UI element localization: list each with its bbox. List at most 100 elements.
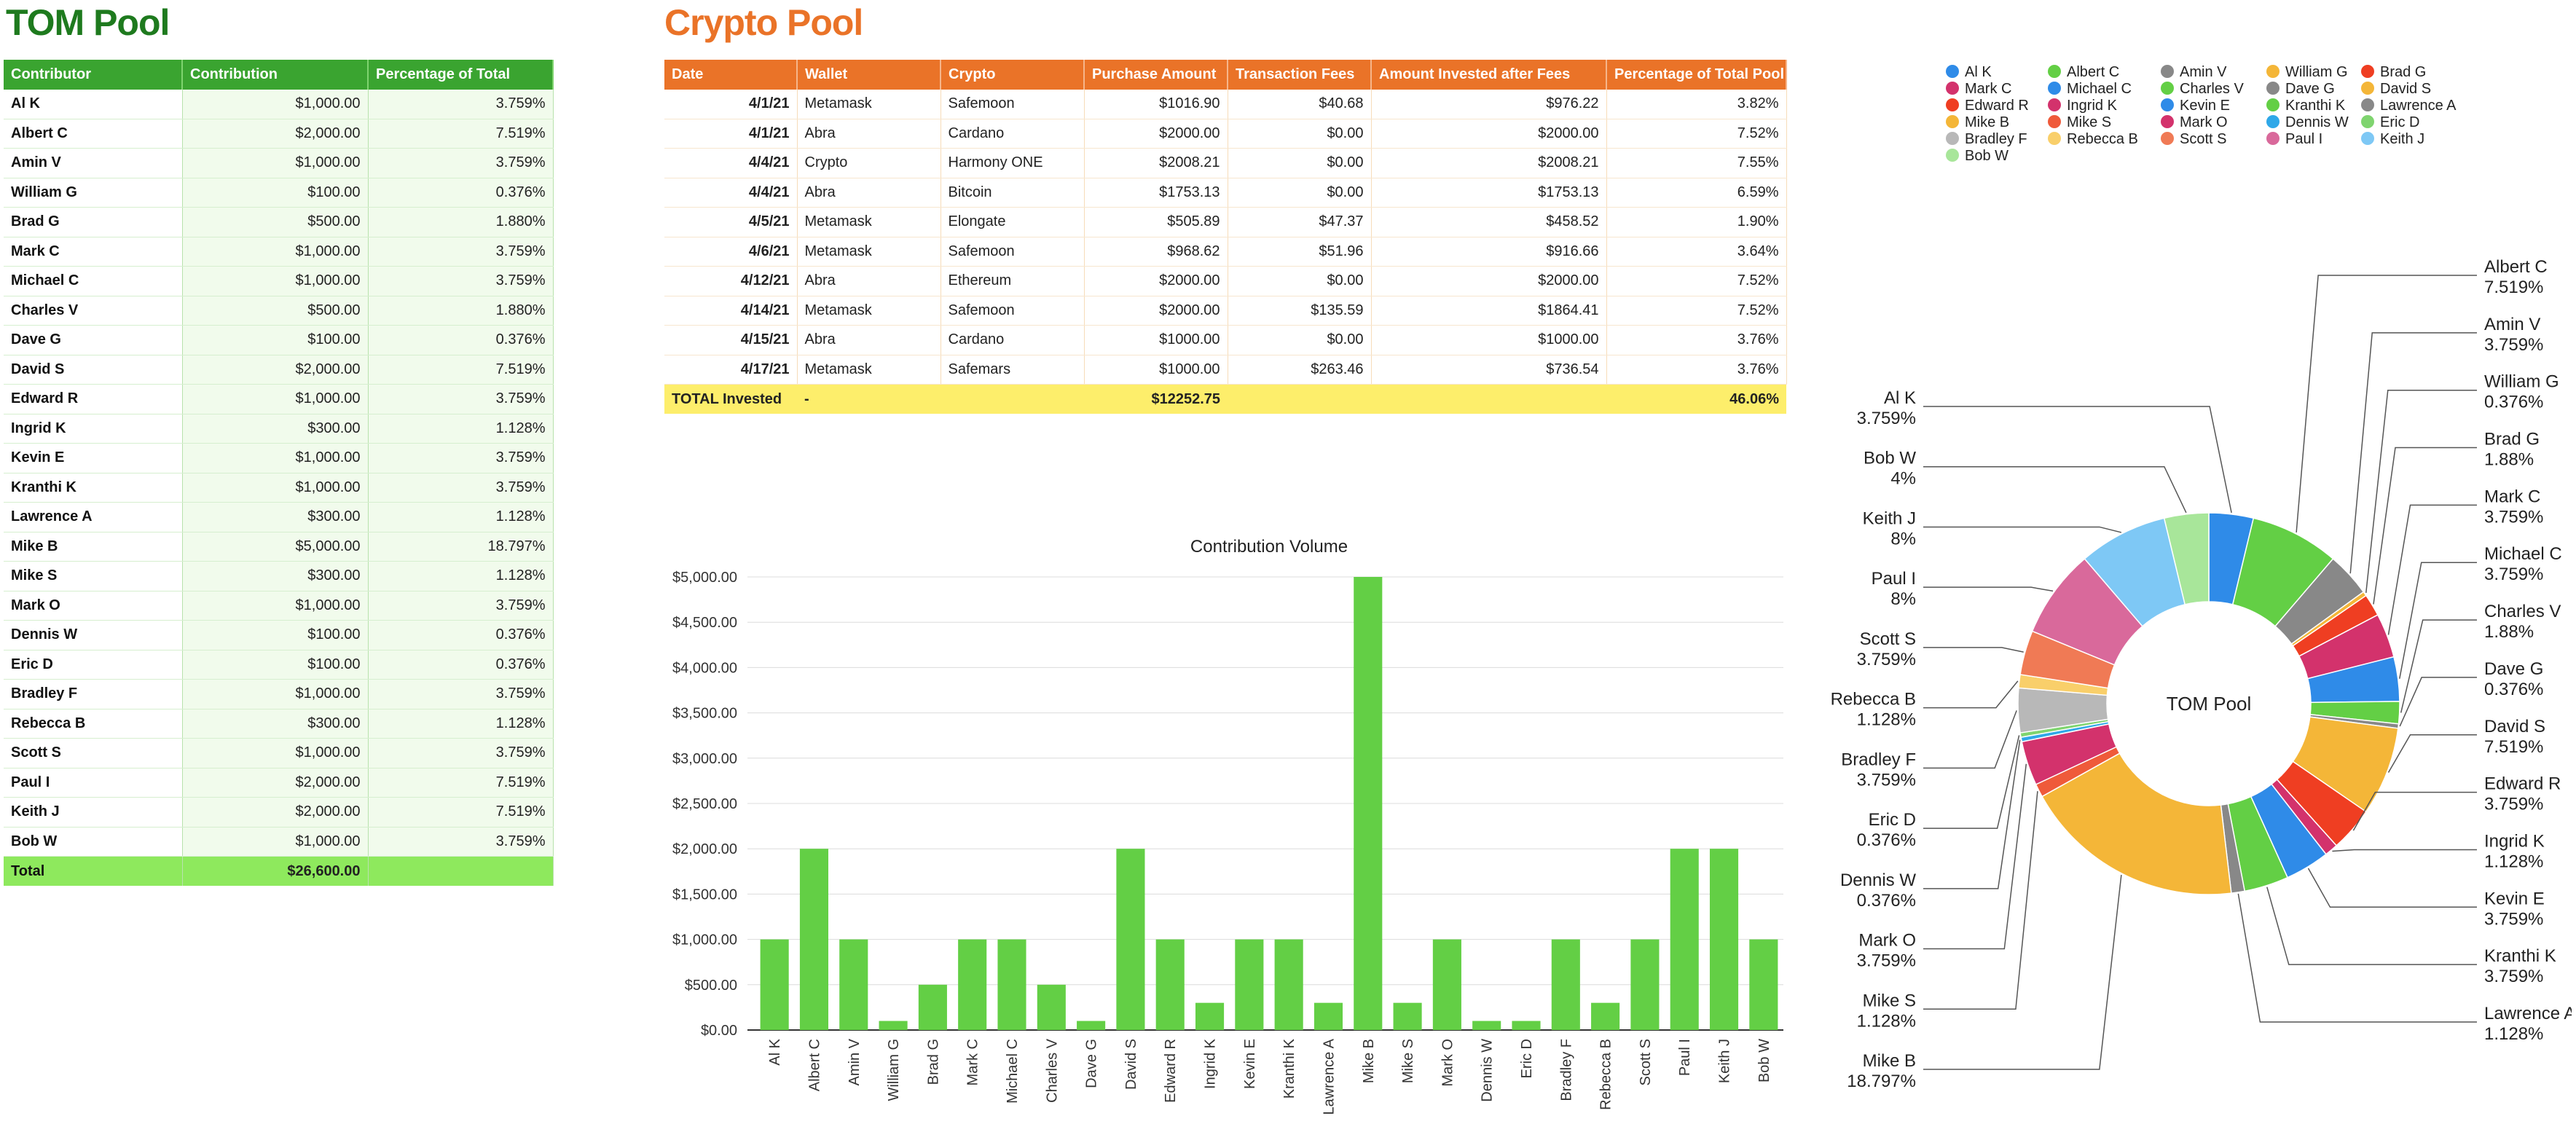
contribution-cell: $2,000.00	[182, 355, 369, 385]
purchase-amount-cell: $2000.00	[1084, 119, 1228, 149]
crypto-table-row: 4/14/21 Metamask Safemoon $2000.00 $135.59 $1…	[664, 296, 1787, 326]
bar	[879, 1021, 908, 1030]
legend-swatch	[2266, 132, 2279, 145]
callout-value: 1.88%	[2484, 622, 2534, 642]
contributor-cell: Mike S	[4, 561, 183, 591]
bar	[1077, 1021, 1106, 1030]
date-cell: 4/17/21	[664, 355, 798, 385]
donut-center-title: TOM Pool	[2167, 693, 2252, 715]
tom-header-cell: Contribution	[182, 60, 369, 90]
tom-table-row: Lawrence A $300.00 1.128%	[4, 502, 554, 532]
legend-swatch	[1946, 132, 1959, 145]
transaction-fees-cell: $0.00	[1228, 148, 1372, 178]
percentage-cell: 1.128%	[368, 561, 554, 591]
bar	[1670, 849, 1699, 1030]
crypto-table-row: 4/17/21 Metamask Safemars $1000.00 $263.46 $7…	[664, 355, 1787, 385]
bar-chart-title: Contribution Volume	[1190, 537, 1348, 557]
tom-pool-table: Contributor Contribution Percentage of Tot…	[4, 60, 554, 886]
callout-value: 3.759%	[1857, 951, 1916, 971]
legend-swatch	[2048, 98, 2061, 111]
legend-swatch	[1946, 82, 1959, 95]
callout-line	[1923, 763, 2027, 950]
legend-swatch	[1946, 98, 1959, 111]
callout-name: Paul I	[1872, 569, 1916, 589]
contributor-cell: Kevin E	[4, 443, 183, 473]
wallet-cell: Abra	[797, 266, 941, 296]
pool-percentage-cell: 3.82%	[1606, 89, 1787, 119]
date-cell: 4/4/21	[664, 148, 798, 178]
contributor-cell: Amin V	[4, 148, 183, 178]
transaction-fees-cell: $0.00	[1228, 325, 1372, 355]
bar	[918, 984, 947, 1030]
legend-swatch	[2266, 115, 2279, 128]
date-cell: 4/1/21	[664, 119, 798, 149]
transaction-fees-cell: $263.46	[1228, 355, 1372, 385]
transaction-fees-cell: $0.00	[1228, 266, 1372, 296]
tom-table-row: Edward R $1,000.00 3.759%	[4, 384, 554, 414]
bar	[1274, 939, 1303, 1030]
bar	[1472, 1021, 1501, 1030]
date-cell: 4/1/21	[664, 89, 798, 119]
wallet-cell: Abra	[797, 178, 941, 208]
callout-name: Amin V	[2484, 315, 2540, 334]
bar	[1116, 849, 1145, 1030]
contribution-cell: $1,000.00	[182, 443, 369, 473]
y-tick-label: $3,500.00	[672, 706, 737, 722]
legend-label: William G	[2285, 64, 2348, 80]
bar	[958, 939, 987, 1030]
crypto-total-cell: -	[797, 384, 941, 414]
legend-label: Charles V	[2180, 81, 2244, 97]
tom-table-row: Michael C $1,000.00 3.759%	[4, 266, 554, 296]
contribution-cell: $1,000.00	[182, 738, 369, 769]
crypto-table-row: 4/4/21 Abra Bitcoin $1753.13 $0.00 $1753.13 6.…	[664, 178, 1787, 208]
bar	[1195, 1002, 1225, 1030]
pool-percentage-cell: 7.52%	[1606, 296, 1787, 326]
amount-invested-cell: $2000.00	[1371, 266, 1607, 296]
bar	[1630, 939, 1660, 1030]
wallet-cell: Crypto	[797, 148, 941, 178]
contribution-cell: $100.00	[182, 178, 369, 208]
callout-name: Bradley F	[1841, 750, 1916, 769]
x-tick-label: Paul I	[1677, 1039, 1693, 1076]
crypto-header-cell: Date	[664, 60, 798, 90]
pool-percentage-cell: 3.64%	[1606, 237, 1787, 267]
percentage-cell: 0.376%	[368, 325, 554, 355]
crypto-cell: Safemars	[941, 355, 1085, 385]
crypto-header-cell: Percentage of Total Pool	[1606, 60, 1787, 90]
amount-invested-cell: $916.66	[1371, 237, 1607, 267]
contributor-cell: Bradley F	[4, 679, 183, 710]
wallet-cell: Metamask	[797, 355, 941, 385]
legend-swatch	[2266, 98, 2279, 111]
crypto-cell: Bitcoin	[941, 178, 1085, 208]
x-tick-label: Mike B	[1361, 1039, 1377, 1083]
amount-invested-cell: $2000.00	[1371, 119, 1607, 149]
percentage-cell: 18.797%	[368, 532, 554, 562]
callout-value: 3.759%	[2484, 565, 2543, 584]
tom-table-row: William G $100.00 0.376%	[4, 178, 554, 208]
x-tick-label: Scott S	[1638, 1039, 1654, 1085]
x-tick-label: Bob W	[1756, 1039, 1772, 1082]
total-cell: $26,600.00	[182, 856, 369, 886]
callout-name: Kevin E	[2484, 889, 2545, 908]
callout-line	[1923, 406, 2232, 513]
callout-line	[2387, 504, 2477, 635]
callout-line	[1923, 739, 2021, 889]
callout-value: 3.759%	[1857, 770, 1916, 790]
tom-table-row: Mike B $5,000.00 18.797%	[4, 532, 554, 562]
contribution-cell: $1,000.00	[182, 827, 369, 857]
callout-name: Albert C	[2484, 257, 2548, 277]
amount-invested-cell: $976.22	[1371, 89, 1607, 119]
contributor-cell: William G	[4, 178, 183, 208]
contributor-cell: Dennis W	[4, 620, 183, 650]
legend-label: Brad G	[2380, 64, 2426, 80]
legend-label: Kevin E	[2180, 98, 2230, 114]
legend-label: Amin V	[2180, 64, 2227, 80]
pool-percentage-cell: 7.52%	[1606, 266, 1787, 296]
y-tick-label: $5,000.00	[672, 570, 737, 586]
crypto-table-row: 4/15/21 Abra Cardano $1000.00 $0.00 $1000.00 3…	[664, 325, 1787, 355]
percentage-cell: 3.759%	[368, 266, 554, 296]
contributor-cell: Bob W	[4, 827, 183, 857]
contribution-cell: $1,000.00	[182, 384, 369, 414]
contribution-cell: $500.00	[182, 207, 369, 237]
contribution-cell: $1,000.00	[182, 148, 369, 178]
